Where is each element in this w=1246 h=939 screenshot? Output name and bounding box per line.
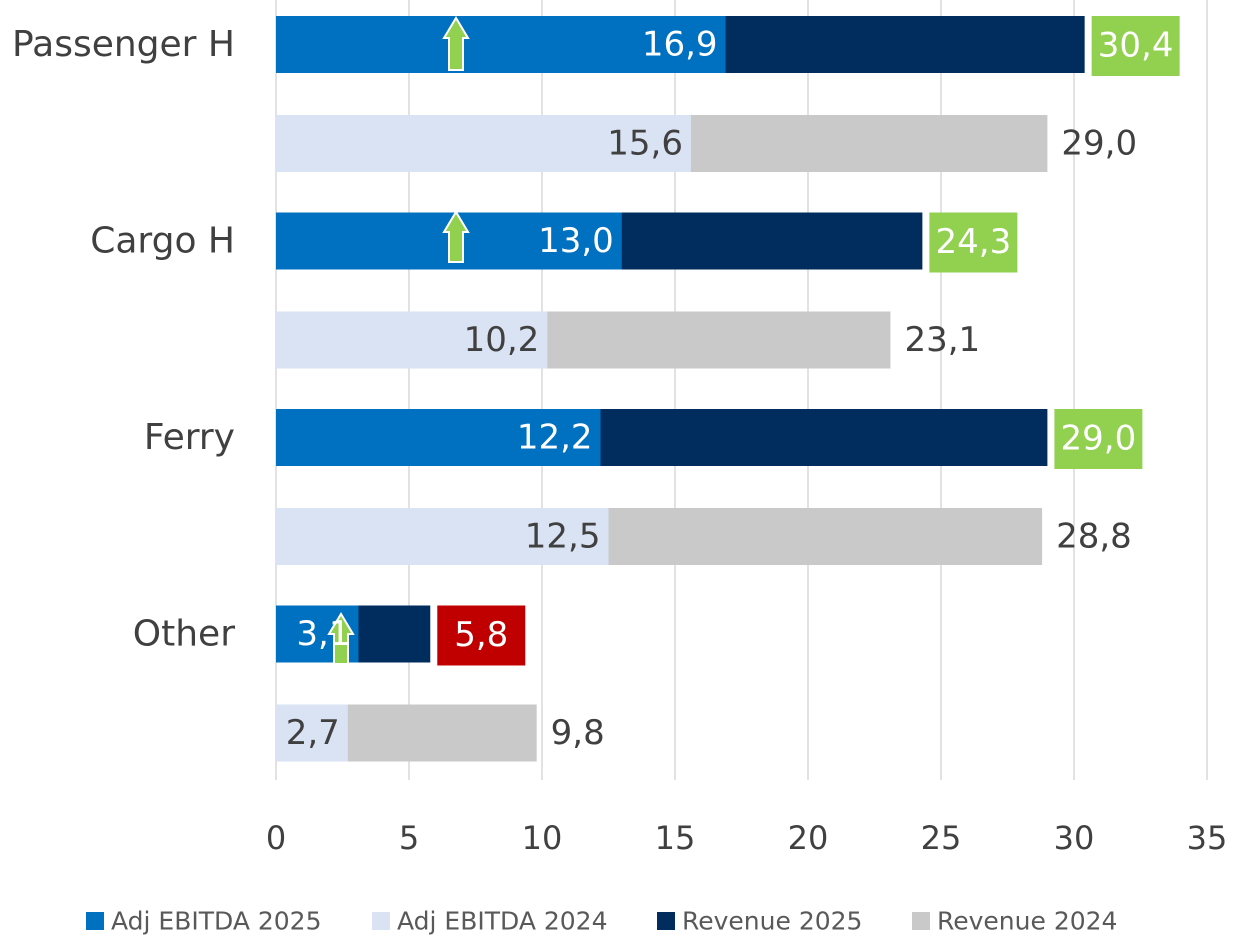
legend-label: Adj EBITDA 2025 xyxy=(111,907,322,936)
value-label: 13,0 xyxy=(538,221,614,261)
legend-label: Revenue 2024 xyxy=(937,907,1117,936)
legend-swatch xyxy=(86,912,104,930)
value-label: 3,1 xyxy=(296,614,350,654)
value-label-box xyxy=(1091,16,1180,76)
category-label: Ferry xyxy=(144,417,235,458)
x-tick-label: 5 xyxy=(399,819,419,857)
x-tick-label: 35 xyxy=(1187,819,1228,857)
legend-label: Revenue 2025 xyxy=(682,907,862,936)
x-tick-label: 30 xyxy=(1054,819,1095,857)
value-label: 12,2 xyxy=(517,418,593,458)
value-label-box xyxy=(437,605,526,666)
legend-swatch xyxy=(912,912,930,930)
up-arrow xyxy=(442,210,470,263)
value-label: 10,2 xyxy=(464,320,540,360)
value-label: 24,3 xyxy=(936,222,1012,262)
bar xyxy=(276,311,548,369)
value-label: 15,6 xyxy=(607,124,683,164)
x-tick-label: 0 xyxy=(266,819,286,857)
legend-label: Adj EBITDA 2024 xyxy=(397,907,608,936)
legend-swatch xyxy=(657,912,675,930)
value-label: 12,5 xyxy=(525,517,601,557)
value-label: 29,0 xyxy=(1061,124,1137,164)
x-tick-label: 15 xyxy=(655,819,696,857)
bar xyxy=(276,704,348,762)
value-label: 2,7 xyxy=(286,713,340,753)
value-label: 9,8 xyxy=(551,713,605,753)
up-arrow xyxy=(327,612,355,665)
value-label-box xyxy=(929,212,1018,273)
value-label: 29,0 xyxy=(1061,419,1137,459)
x-tick-label: 25 xyxy=(921,819,962,857)
category-label: Passenger H xyxy=(12,24,235,65)
value-label: 5,8 xyxy=(454,615,508,655)
bar xyxy=(276,508,609,565)
legend-swatch xyxy=(372,912,390,930)
labels: 0 5 10 15 20 25 30 35 Passenger H 30,4 29,0 16,9 15,… xyxy=(12,16,1227,936)
x-tick-label: 20 xyxy=(788,819,829,857)
bar xyxy=(276,409,601,466)
bars xyxy=(276,16,1085,762)
value-label: 28,8 xyxy=(1056,517,1132,557)
value-label: 16,9 xyxy=(642,25,718,65)
up-arrow xyxy=(442,16,470,71)
bar xyxy=(276,115,691,172)
value-label: 23,1 xyxy=(904,320,980,360)
x-tick-label: 10 xyxy=(522,819,563,857)
category-label: Other xyxy=(133,614,235,655)
arrows xyxy=(327,16,470,665)
bar xyxy=(276,16,726,73)
value-label-box xyxy=(1054,409,1143,469)
value-label: 30,4 xyxy=(1098,26,1174,66)
category-label: Cargo H xyxy=(90,221,235,262)
